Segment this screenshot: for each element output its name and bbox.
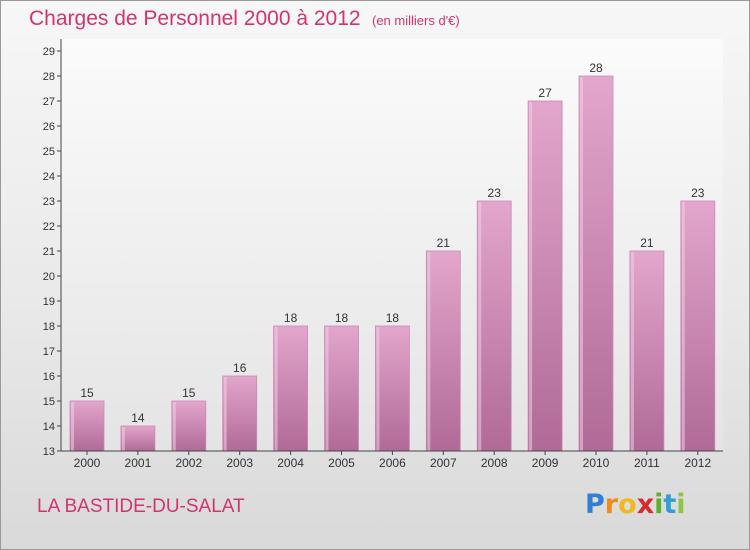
x-tick-label: 2005 (328, 456, 355, 470)
y-tick-label: 25 (43, 146, 55, 158)
bar (680, 200, 716, 452)
bar (425, 250, 461, 452)
bar (324, 325, 359, 452)
chart-title: Charges de Personnel 2000 à 2012 (29, 7, 361, 30)
bar (476, 200, 512, 452)
bar (629, 250, 665, 452)
bar-highlight (274, 327, 278, 451)
y-tick-label: 26 (43, 121, 55, 133)
logo-letter: o (618, 489, 637, 520)
x-tick-label: 2002 (175, 456, 202, 470)
bar-value-label: 18 (386, 311, 400, 325)
bar-highlight (223, 377, 227, 451)
y-tick-label: 14 (43, 421, 55, 433)
bar-value-label: 15 (80, 386, 94, 400)
y-tick-label: 19 (43, 296, 55, 308)
logo-letter: i (676, 489, 686, 520)
bar-value-label: 16 (233, 361, 247, 375)
y-tick-label: 18 (43, 321, 55, 333)
x-axis: 2000 2001 2002 2003 2004 2005 2006 2007 2008 2009… (61, 450, 723, 470)
x-tick-label: 2006 (379, 456, 406, 470)
bar-highlight (376, 327, 380, 451)
logo-letter: P (585, 489, 605, 520)
x-tick-label: 2009 (532, 456, 559, 470)
y-tick-label: 15 (43, 396, 55, 408)
x-tick-label: 2003 (226, 456, 253, 470)
bar-value-label: 14 (131, 411, 145, 425)
y-tick-label: 28 (43, 71, 55, 83)
commune-name: LA BASTIDE-DU-SALAT (37, 496, 245, 517)
bar-value-label: 23 (691, 186, 705, 200)
x-tick-label: 2001 (125, 456, 152, 470)
bar (69, 400, 105, 452)
bar (222, 375, 258, 452)
bar-value-label: 18 (335, 311, 349, 325)
x-tick-label: 2004 (277, 456, 304, 470)
bars-group: 15 14 15 16 18 18 18 21 23 27 28 21 23 (69, 61, 716, 452)
bar-highlight (580, 77, 583, 451)
y-tick-label: 13 (43, 446, 55, 458)
logo-letter: t (663, 489, 677, 520)
y-tick-label: 16 (43, 371, 55, 383)
x-tick-label: 2010 (583, 456, 610, 470)
logo-letter: x (636, 489, 655, 520)
logo-letter: r (604, 489, 619, 520)
bar-value-label: 21 (437, 236, 451, 250)
bar-value-label: 27 (538, 86, 552, 100)
y-tick-label: 17 (43, 346, 55, 358)
bar (171, 400, 207, 452)
bar-value-label: 21 (640, 236, 654, 250)
bar (120, 425, 156, 452)
bar (578, 75, 614, 452)
bar-highlight (325, 327, 329, 451)
x-tick-label: 2012 (684, 456, 711, 470)
bar (374, 325, 410, 452)
bar-highlight (681, 202, 685, 451)
bar-highlight (630, 252, 634, 451)
bar-value-label: 28 (589, 61, 603, 75)
x-tick-label: 2011 (634, 456, 660, 470)
bar-value-label: 18 (284, 311, 298, 325)
bar-value-label: 23 (488, 186, 502, 200)
y-tick-label: 22 (43, 221, 55, 233)
y-tick-label: 20 (43, 271, 55, 283)
bar (527, 100, 563, 452)
chart-unit: (en milliers d'€) (372, 13, 460, 28)
y-tick-label: 24 (43, 171, 55, 183)
y-axis: 13 14 15 16 17 18 19 20 21 22 23 24 25 26 27 28 29 (43, 39, 62, 458)
bar-highlight (529, 102, 533, 451)
x-tick-label: 2008 (481, 456, 508, 470)
bar-highlight (478, 202, 482, 451)
x-tick-label: 2000 (74, 456, 101, 470)
bar-value-label: 15 (182, 386, 196, 400)
x-tick-label: 2007 (430, 456, 457, 470)
y-tick-label: 27 (43, 96, 55, 108)
bar (273, 325, 309, 452)
y-tick-label: 23 (43, 196, 55, 208)
bar-highlight (427, 252, 431, 451)
proxiti-logo: Proxiti (585, 489, 686, 520)
bar-highlight (121, 427, 125, 451)
bar-highlight (71, 402, 74, 451)
logo-letter: i (654, 489, 664, 520)
bar-highlight (172, 402, 176, 451)
y-tick-label: 29 (43, 46, 55, 58)
y-tick-label: 21 (43, 246, 55, 258)
